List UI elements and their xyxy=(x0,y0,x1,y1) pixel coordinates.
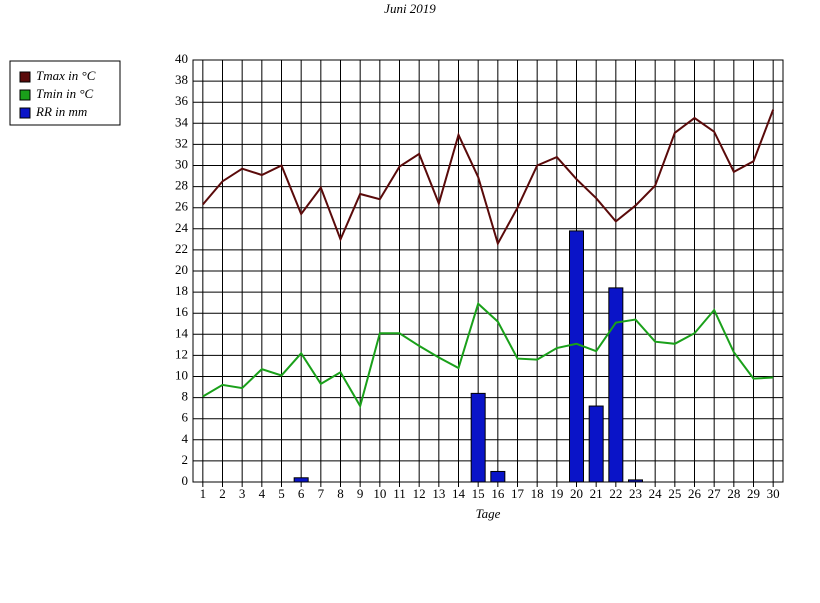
x-tick-label: 9 xyxy=(357,486,364,501)
bar xyxy=(490,470,506,483)
y-tick-label: 32 xyxy=(175,135,188,150)
x-tick-label: 14 xyxy=(452,486,466,501)
y-tick-label: 20 xyxy=(175,262,188,277)
x-tick-label: 6 xyxy=(298,486,305,501)
legend-swatch xyxy=(19,107,31,119)
x-tick-label: 15 xyxy=(472,486,485,501)
y-tick-label: 8 xyxy=(182,389,189,404)
y-tick-label: 40 xyxy=(175,51,188,66)
x-axis-label: Tage xyxy=(476,506,501,521)
x-tick-label: 26 xyxy=(688,486,702,501)
legend-swatch xyxy=(19,71,31,83)
plot-frame xyxy=(192,59,784,483)
bar xyxy=(569,230,584,483)
x-tick-label: 5 xyxy=(278,486,285,501)
x-tick-label: 17 xyxy=(511,486,525,501)
x-tick-label: 24 xyxy=(649,486,663,501)
x-tick-label: 20 xyxy=(570,486,583,501)
y-tick-label: 22 xyxy=(175,241,188,256)
x-tick-label: 11 xyxy=(393,486,406,501)
x-tick-label: 13 xyxy=(432,486,445,501)
x-tick-label: 8 xyxy=(337,486,344,501)
x-tick-label: 4 xyxy=(259,486,266,501)
y-tick-label: 16 xyxy=(175,304,189,319)
x-tick-label: 18 xyxy=(531,486,544,501)
x-tick-label: 1 xyxy=(200,486,207,501)
x-tick-label: 7 xyxy=(318,486,325,501)
x-tick-label: 2 xyxy=(219,486,226,501)
y-tick-label: 0 xyxy=(182,473,189,488)
y-tick-label: 4 xyxy=(182,431,189,446)
x-tick-label: 29 xyxy=(747,486,760,501)
y-tick-label: 12 xyxy=(175,346,188,361)
x-tick-label: 28 xyxy=(727,486,740,501)
x-tick-label: 27 xyxy=(708,486,722,501)
line-series xyxy=(202,301,774,409)
y-tick-label: 2 xyxy=(182,452,189,467)
y-tick-label: 10 xyxy=(175,367,188,382)
chart-title: Juni 2019 xyxy=(384,1,436,16)
x-tick-label: 22 xyxy=(609,486,622,501)
legend-label: Tmin in °C xyxy=(36,86,94,101)
y-tick-label: 30 xyxy=(175,156,188,171)
legend-label: Tmax in °C xyxy=(36,68,96,83)
y-tick-label: 14 xyxy=(175,325,189,340)
bar xyxy=(470,392,486,483)
bar xyxy=(293,477,309,483)
y-tick-label: 38 xyxy=(175,72,188,87)
x-tick-label: 3 xyxy=(239,486,246,501)
y-tick-label: 24 xyxy=(175,220,189,235)
y-tick-label: 34 xyxy=(175,114,189,129)
y-tick-label: 6 xyxy=(182,410,189,425)
bar xyxy=(608,287,624,483)
bar xyxy=(588,405,604,483)
x-tick-label: 21 xyxy=(590,486,603,501)
legend-swatch xyxy=(19,89,31,101)
y-tick-label: 36 xyxy=(175,93,189,108)
y-tick-label: 28 xyxy=(175,178,188,193)
x-tick-label: 19 xyxy=(550,486,563,501)
x-tick-label: 30 xyxy=(767,486,780,501)
y-tick-label: 26 xyxy=(175,199,189,214)
x-tick-label: 10 xyxy=(373,486,386,501)
x-tick-label: 25 xyxy=(668,486,681,501)
legend-label: RR in mm xyxy=(35,104,87,119)
bar xyxy=(628,479,643,483)
line-series xyxy=(202,109,775,247)
x-tick-label: 12 xyxy=(413,486,426,501)
x-tick-label: 23 xyxy=(629,486,642,501)
y-tick-label: 18 xyxy=(175,283,188,298)
x-tick-label: 16 xyxy=(491,486,505,501)
